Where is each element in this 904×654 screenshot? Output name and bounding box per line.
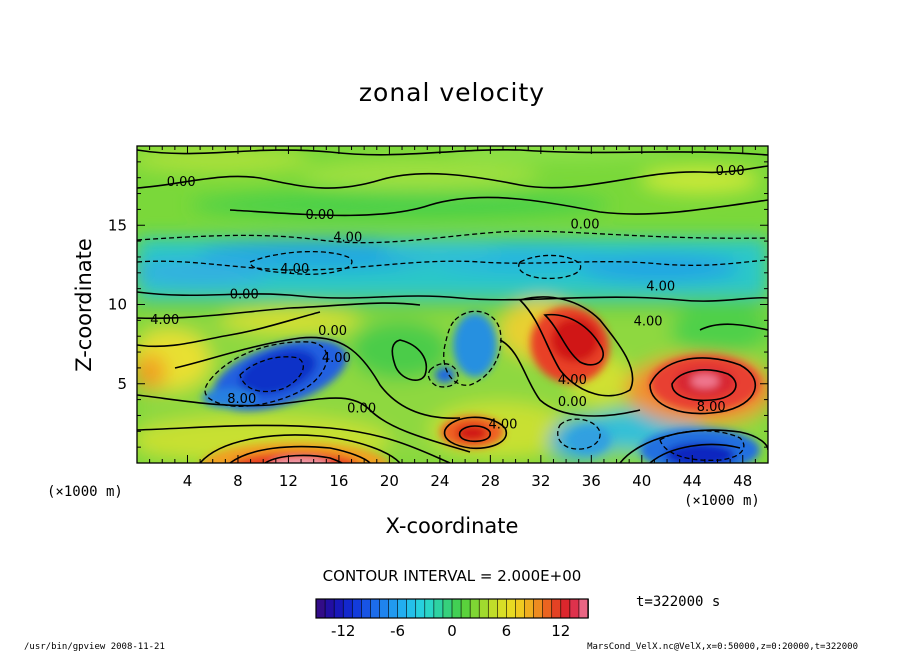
- contour-label: 8.00: [227, 392, 256, 407]
- colorbar-cell: [469, 598, 480, 619]
- contour-interval-label: CONTOUR INTERVAL = 2.000E+00: [322, 567, 582, 585]
- contour-label: 8.00: [697, 400, 726, 415]
- contour-label: 4.00: [558, 373, 587, 388]
- colorbar-cell: [497, 598, 508, 619]
- colorbar-cell: [542, 598, 553, 619]
- contour-label: 0.00: [571, 218, 600, 233]
- y-tick-label: 15: [108, 216, 127, 234]
- x-tick-label: 4: [183, 472, 193, 490]
- colorbar-tick-label: 12: [551, 622, 570, 640]
- x-tick-label: 48: [733, 472, 752, 490]
- colorbar-cell: [560, 598, 571, 619]
- x-tick-label: 12: [279, 472, 298, 490]
- colorbar-cell: [406, 598, 417, 619]
- colorbar-cell: [379, 598, 390, 619]
- contour-label: 4.00: [150, 313, 179, 328]
- x-tick-label: 8: [233, 472, 243, 490]
- colorbar: -12 -6 0 6 12: [315, 598, 589, 640]
- colorbar-cell: [460, 598, 471, 619]
- contour-label: 4.00: [489, 417, 518, 432]
- y-axis-label: Z-coordinate: [72, 238, 96, 372]
- contour-label: 4.00: [634, 314, 663, 329]
- x-axis-label: X-coordinate: [385, 514, 519, 538]
- contour-label: 0.00: [716, 164, 745, 179]
- footer-right: MarsCond_VelX.nc@VelX,x=0:50000,z=0:2000…: [587, 642, 858, 652]
- time-label: t=322000 s: [636, 594, 721, 610]
- contour-label: 0.00: [347, 402, 376, 417]
- contour-label: 0.00: [167, 175, 196, 190]
- contour-label: 4.00: [322, 351, 351, 366]
- x-tick-label: 32: [531, 472, 550, 490]
- colorbar-cell: [388, 598, 399, 619]
- chart-title: zonal velocity: [358, 78, 546, 107]
- colorbar-cell: [424, 598, 435, 619]
- x-tick-label: 20: [380, 472, 399, 490]
- colorbar-cell: [324, 598, 335, 619]
- contour-label: 0.00: [306, 208, 335, 223]
- x-tick-label: 40: [632, 472, 651, 490]
- colorbar-cell: [578, 598, 589, 619]
- colorbar-cell: [478, 598, 490, 619]
- y-tick-label: 5: [117, 375, 127, 393]
- x-unit-label: (×1000 m): [684, 493, 760, 509]
- x-axis-ticks: [149, 146, 756, 463]
- contour-label: 4.00: [280, 262, 309, 277]
- colorbar-cell: [342, 598, 354, 619]
- colorbar-cell: [315, 598, 326, 619]
- colorbar-cell: [524, 598, 535, 619]
- colorbar-cell: [333, 598, 344, 619]
- colorbar-cell: [433, 598, 444, 619]
- footer-left: /usr/bin/gpview 2008-11-21: [24, 642, 165, 652]
- colorbar-cell: [351, 598, 363, 619]
- colorbar-cell: [361, 598, 372, 619]
- colorbar-cell: [397, 598, 408, 619]
- x-tick-label: 28: [481, 472, 500, 490]
- colorbar-cell: [515, 598, 526, 619]
- colorbar-cell: [451, 598, 462, 619]
- y-tick-label: 10: [108, 296, 127, 314]
- colorbar-frame: [315, 598, 589, 619]
- contour-label: 4.00: [646, 279, 675, 294]
- colorbar-cell: [487, 598, 499, 619]
- colorbar-cell: [370, 598, 381, 619]
- contour-label: 0.00: [558, 395, 587, 410]
- x-tick-label: 36: [582, 472, 601, 490]
- colorbar-tick-label: -12: [331, 622, 356, 640]
- contour-label: 0.00: [318, 324, 347, 339]
- x-tick-label: 16: [329, 472, 348, 490]
- velocity-field: [137, 146, 768, 463]
- negative-contour-lines: [137, 230, 768, 461]
- colorbar-tick-label: -6: [390, 622, 405, 640]
- y-axis-ticks: [137, 161, 768, 448]
- z-unit-label: (×1000 m): [47, 484, 123, 500]
- contour-lines: [137, 148, 768, 463]
- colorbar-cell: [415, 598, 426, 619]
- colorbar-cell: [442, 598, 453, 619]
- contour-label: 4.00: [333, 230, 362, 245]
- colorbar-cell: [506, 598, 517, 619]
- x-tick-label: 44: [683, 472, 702, 490]
- contour-labels: 0.00 0.00 0.00 0.00 4.00 4.00 4.00 0.00 4.00 0.00…: [150, 164, 744, 433]
- colorbar-tick-label: 6: [502, 622, 512, 640]
- x-tick-label: 24: [430, 472, 449, 490]
- colorbar-cell: [551, 598, 562, 619]
- colorbar-tick-label: 0: [447, 622, 457, 640]
- colorbar-cell: [533, 598, 544, 619]
- contour-label: 0.00: [230, 287, 259, 302]
- colorbar-cell: [569, 598, 580, 619]
